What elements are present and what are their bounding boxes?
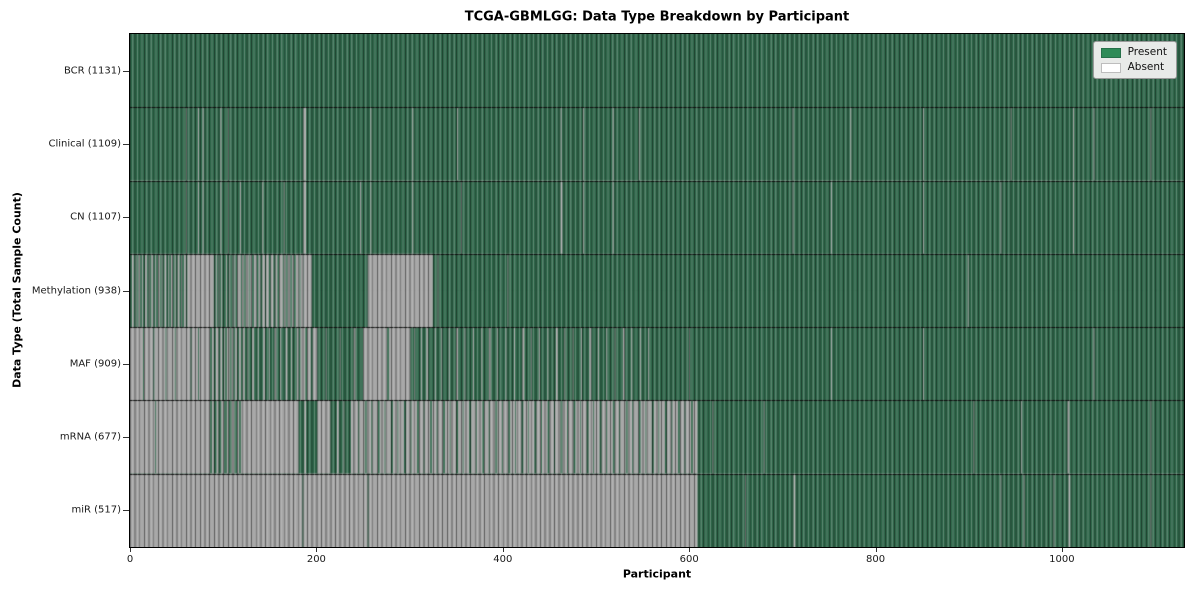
y-tick-mark	[123, 363, 129, 365]
x-tick-label-800: 800	[865, 554, 886, 565]
chart-title: TCGA-GBMLGG: Data Type Breakdown by Part…	[464, 9, 850, 25]
y-tick-mark	[123, 217, 129, 219]
legend-label-present: Present	[1127, 46, 1167, 58]
y-tick-mark	[123, 70, 129, 72]
x-axis-label: Participant	[622, 567, 692, 581]
y-axis-label: Data Type (Total Sample Count)	[10, 192, 24, 388]
x-tick-label-600: 600	[679, 554, 699, 565]
x-tick-mark	[1061, 548, 1063, 552]
x-tick-label-400: 400	[493, 554, 513, 565]
y-tick-mark	[123, 510, 129, 512]
present-swatch-icon	[1100, 47, 1121, 58]
legend-item-absent: Absent	[1100, 61, 1167, 73]
x-tick-label-200: 200	[306, 554, 326, 565]
x-tick-mark	[502, 548, 504, 552]
y-tick-mark	[123, 437, 129, 439]
x-tick-mark	[875, 548, 877, 552]
y-tick-label-Methylation: Methylation (938)	[31, 285, 121, 296]
y-tick-label-MAF: MAF (909)	[69, 358, 121, 370]
x-tick-mark	[316, 548, 318, 552]
x-tick-label-0: 0	[126, 554, 134, 565]
y-tick-mark	[123, 143, 129, 145]
absent-swatch-icon	[1100, 62, 1121, 73]
y-tick-label-BCR: BCR (1131)	[63, 65, 121, 77]
x-tick-mark	[130, 548, 131, 552]
heatmap-canvas	[130, 34, 1184, 547]
x-tick-mark	[689, 548, 691, 552]
y-tick-label-CN: CN (1107)	[70, 211, 121, 223]
y-tick-label-Clinical: Clinical (1109)	[48, 138, 122, 150]
y-tick-label-mRNA: mRNA (677)	[59, 431, 121, 443]
plot-area: Present Absent	[129, 33, 1185, 548]
legend: Present Absent	[1092, 41, 1177, 79]
legend-label-absent: Absent	[1127, 61, 1165, 73]
y-tick-mark	[123, 290, 129, 292]
legend-item-present: Present	[1100, 46, 1167, 58]
y-tick-label-miR: miR (517)	[71, 504, 121, 516]
x-tick-label-1000: 1000	[1049, 554, 1075, 565]
